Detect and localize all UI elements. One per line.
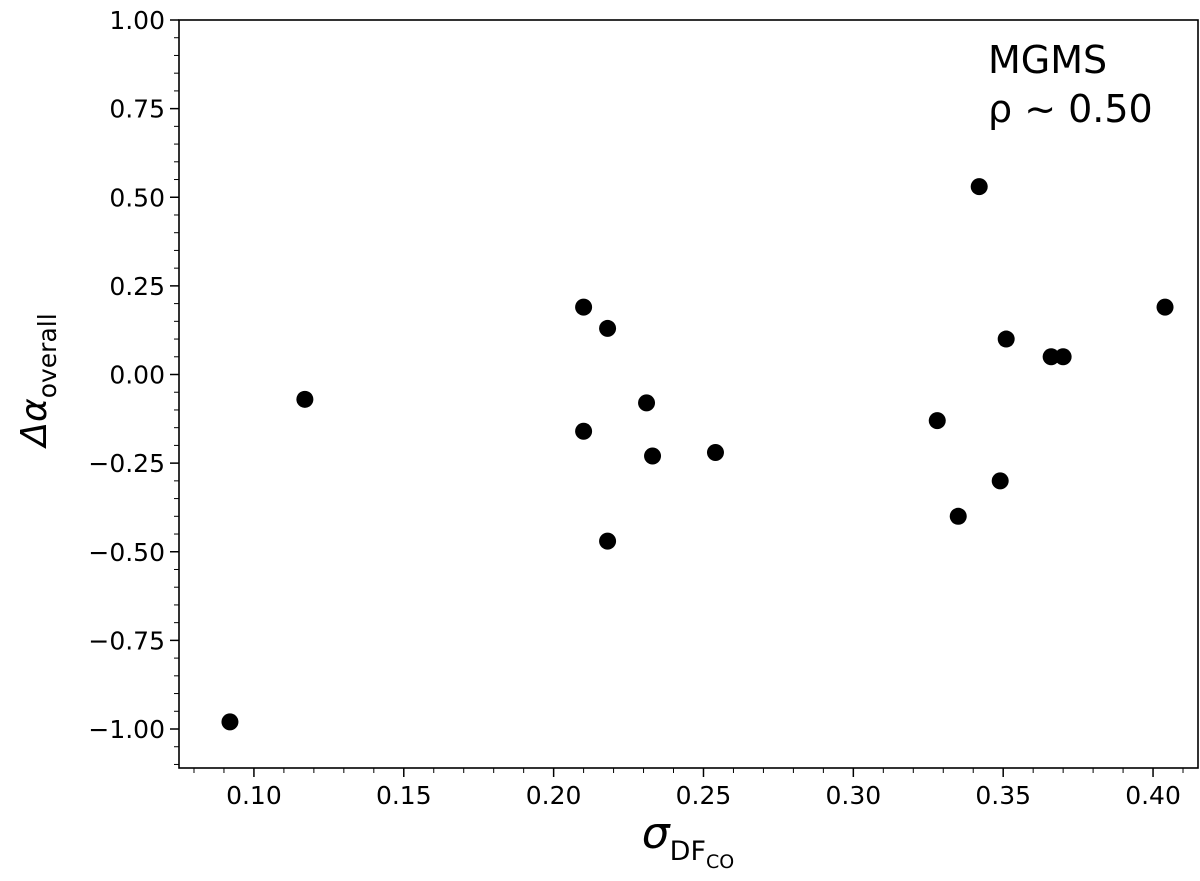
plot-area — [179, 20, 1198, 768]
data-point — [949, 507, 967, 525]
y-axis-label: Δαoverall — [14, 313, 62, 449]
x-tick-label: 0.20 — [526, 781, 582, 810]
x-tick-label: 0.30 — [826, 781, 882, 810]
x-tick-label: 0.15 — [376, 781, 432, 810]
data-points — [221, 178, 1174, 731]
annotation-correlation: ρ ~ 0.50 — [988, 87, 1153, 131]
x-tick-label: 0.40 — [1125, 781, 1181, 810]
y-tick-label: 0.25 — [109, 272, 165, 301]
data-point — [599, 319, 617, 337]
x-axis-label-subsub: CO — [706, 851, 734, 873]
y-tick-label: 0.00 — [109, 361, 165, 390]
x-tick-label: 0.35 — [975, 781, 1031, 810]
data-point — [706, 443, 724, 461]
x-axis-label: σDFCO — [642, 808, 734, 873]
y-tick-label: −0.25 — [88, 449, 165, 478]
x-axis: 0.10 0.15 0.20 0.25 0.30 0.35 0.40 — [193, 768, 1184, 810]
data-point — [575, 298, 593, 316]
plot-frame — [178, 19, 1199, 769]
y-axis-label-symbol: Δα — [14, 398, 55, 450]
x-tick-label: 0.25 — [676, 781, 732, 810]
data-point — [599, 532, 617, 550]
data-point — [638, 394, 656, 412]
x-axis-label-sub: DF — [670, 836, 706, 867]
data-point — [221, 713, 239, 731]
y-tick-label: 0.50 — [109, 183, 165, 212]
data-point — [1042, 348, 1060, 366]
y-tick-label: 0.75 — [109, 95, 165, 124]
y-tick-label: 1.00 — [109, 6, 165, 35]
data-point — [970, 178, 988, 196]
data-point — [296, 390, 314, 408]
y-tick-label: −0.50 — [88, 538, 165, 567]
data-point — [928, 412, 946, 430]
y-tick-label: −1.00 — [88, 715, 165, 744]
data-point — [997, 330, 1015, 348]
data-point — [991, 472, 1009, 490]
data-point — [1054, 348, 1072, 366]
y-axis: 1.00 0.75 0.50 0.25 0.00 −0.25 −0.50 −0.75 −1.00 — [88, 6, 179, 765]
annotation-label: MGMS — [988, 38, 1107, 82]
data-point — [644, 447, 662, 465]
x-axis-label-symbol: σ — [642, 808, 671, 859]
data-point — [575, 422, 593, 440]
y-tick-label: −0.75 — [88, 626, 165, 655]
data-point — [1156, 298, 1174, 316]
x-tick-label: 0.10 — [226, 781, 282, 810]
y-axis-label-sub: overall — [33, 313, 62, 398]
